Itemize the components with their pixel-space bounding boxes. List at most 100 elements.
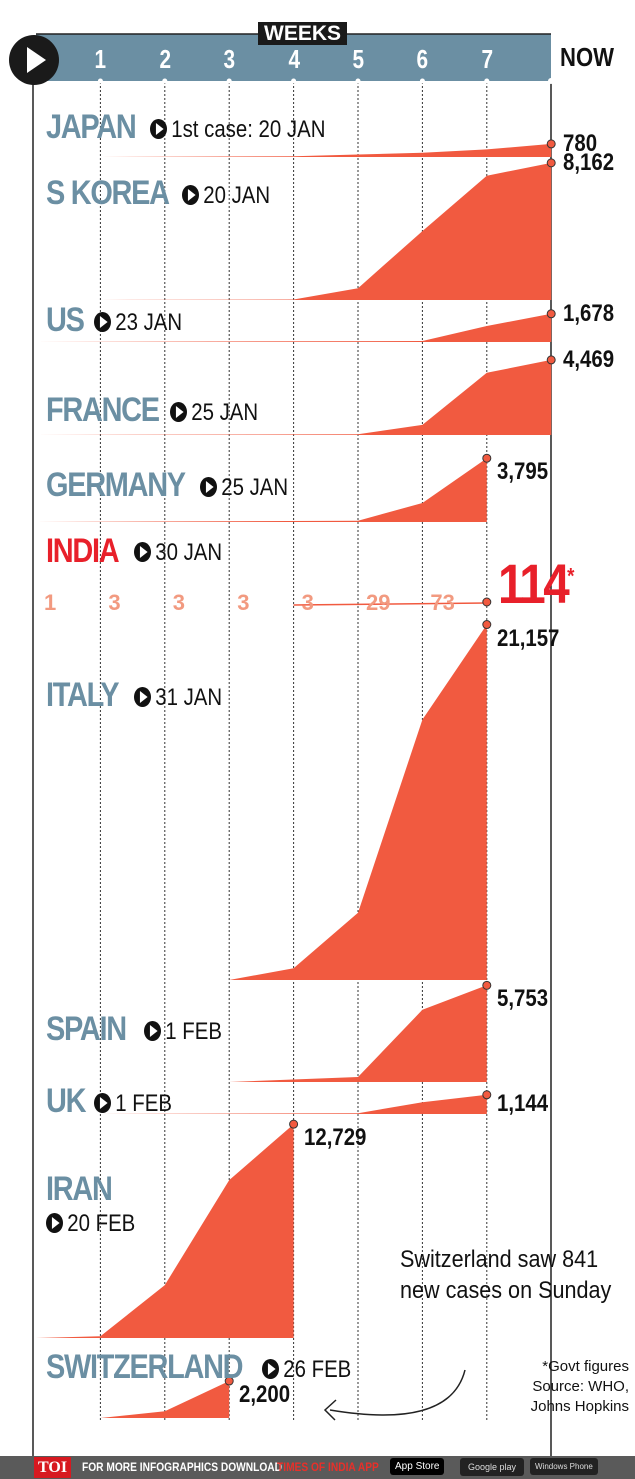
area-s-korea (100, 162, 552, 300)
area-germany (36, 458, 487, 522)
note-arrow (329, 1369, 466, 1416)
date-text: 1 FEB (115, 1090, 172, 1117)
play-icon (94, 312, 111, 332)
toi-logo[interactable]: TOI (34, 1457, 72, 1478)
country-name: JAPAN (46, 108, 137, 146)
play-icon (46, 1213, 63, 1233)
footer-app-link[interactable]: TIMES OF INDIA APP (277, 1460, 379, 1474)
play-icon (170, 402, 187, 422)
area-spain (229, 985, 487, 1082)
end-point-marker (546, 355, 556, 365)
date-text: 23 JAN (115, 309, 183, 336)
date-text: 1st case: 20 JAN (171, 116, 326, 143)
week-tick-dot (355, 78, 361, 84)
play-icon (144, 1021, 161, 1041)
india-weekly-count: 1 (44, 590, 57, 615)
source-note: *Govt figures Source: WHO, Johns Hopkins (531, 1357, 629, 1417)
area-iran (36, 1124, 294, 1338)
case-count-label: 780 (563, 129, 598, 157)
week-tick-label: 7 (481, 44, 493, 74)
switzerland-note: Switzerland saw 841 new cases on Sunday (400, 1246, 612, 1304)
date-text: 25 JAN (191, 399, 259, 426)
end-point-marker (482, 980, 492, 990)
app-store-badge[interactable]: App Store (390, 1458, 445, 1475)
first-case-date: 20 FEB (46, 1212, 135, 1236)
end-point-marker (224, 1376, 234, 1386)
source-line: *Govt figures (542, 1358, 629, 1375)
india-weekly-count: 3 (301, 590, 314, 615)
india-line (293, 602, 487, 606)
end-point-marker (546, 139, 556, 149)
end-point-marker (546, 158, 556, 168)
play-icon (94, 1093, 111, 1113)
end-point-marker (482, 1090, 492, 1100)
end-point-marker (482, 453, 492, 463)
country-name: S KOREA (46, 174, 170, 212)
end-point-marker (482, 620, 492, 630)
country-name: SPAIN (46, 1010, 127, 1048)
play-icon (134, 542, 151, 562)
case-count-label: 21,157 (496, 624, 560, 652)
case-count-label: 5,753 (496, 985, 548, 1013)
footer-bar: TOI FOR MORE INFOGRAPHICS DOWNLOAD TIMES… (0, 1456, 635, 1479)
week-tick-dot (226, 78, 232, 84)
play-icon (150, 119, 167, 139)
week-tick-label: 6 (416, 44, 429, 74)
area-japan (100, 143, 552, 157)
case-count-label: 3,795 (496, 458, 548, 486)
area-switzerland (100, 1381, 230, 1418)
first-case-date: 31 JAN (134, 686, 222, 710)
week-tick-dot (484, 78, 490, 84)
country-name: GERMANY (46, 466, 186, 504)
case-count-label: 2,200 (239, 1381, 291, 1409)
india-weekly-count: 3 (237, 590, 250, 615)
arrow-head-icon (323, 1399, 337, 1421)
week-tick-dot (97, 78, 103, 84)
week-tick-label: 1 (94, 44, 107, 74)
india-weekly-count: 3 (108, 590, 121, 615)
country-name: UK (46, 1082, 86, 1120)
end-point-marker (546, 309, 556, 319)
axis-title: WEEKS (258, 22, 348, 45)
case-count-label: 1,144 (496, 1089, 548, 1117)
india-weekly-count: 73 (430, 590, 455, 615)
date-text: 20 JAN (203, 182, 271, 209)
first-case-date: 26 FEB (262, 1358, 351, 1382)
date-text: 1 FEB (165, 1018, 222, 1045)
play-icon (134, 687, 151, 707)
first-case-date: 20 JAN (182, 184, 270, 208)
first-case-date: 25 JAN (200, 476, 288, 500)
india-weekly-count: 29 (366, 590, 391, 615)
week-tick-dot (162, 78, 168, 84)
week-tick-dot (419, 78, 425, 84)
week-tick-label: 3 (223, 44, 236, 74)
date-text: 30 JAN (155, 539, 223, 566)
area-uk (100, 1094, 487, 1114)
windows-phone-badge[interactable]: Windows Phone (530, 1458, 598, 1475)
country-name: IRAN (46, 1170, 113, 1208)
first-case-date: 25 JAN (170, 401, 258, 425)
country-name: ITALY (46, 676, 120, 714)
end-point-marker (482, 597, 492, 607)
case-count-label: 1,678 (563, 299, 615, 327)
case-count-label: 8,162 (563, 148, 615, 176)
play-icon (262, 1359, 279, 1379)
country-name: US (46, 301, 85, 339)
area-france (36, 359, 552, 435)
country-name: SWITZERLAND (46, 1348, 244, 1386)
week-tick-label: 2 (159, 44, 171, 74)
week-tick-label: 4 (288, 44, 300, 74)
now-tick-dot (548, 78, 554, 84)
india-weekly-count: 3 (172, 590, 186, 615)
play-icon-triangle (27, 47, 46, 73)
source-line: Source: WHO, (532, 1378, 629, 1395)
first-case-date: 1 FEB (144, 1020, 222, 1044)
play-icon (182, 185, 199, 205)
date-text: 20 FEB (67, 1210, 136, 1237)
date-text: 25 JAN (221, 474, 289, 501)
footer-text: FOR MORE INFOGRAPHICS DOWNLOAD (82, 1460, 283, 1474)
week-tick-dot (291, 78, 297, 84)
case-count-label: 12,729 (303, 1124, 366, 1152)
google-play-badge[interactable]: Google play (460, 1458, 525, 1476)
